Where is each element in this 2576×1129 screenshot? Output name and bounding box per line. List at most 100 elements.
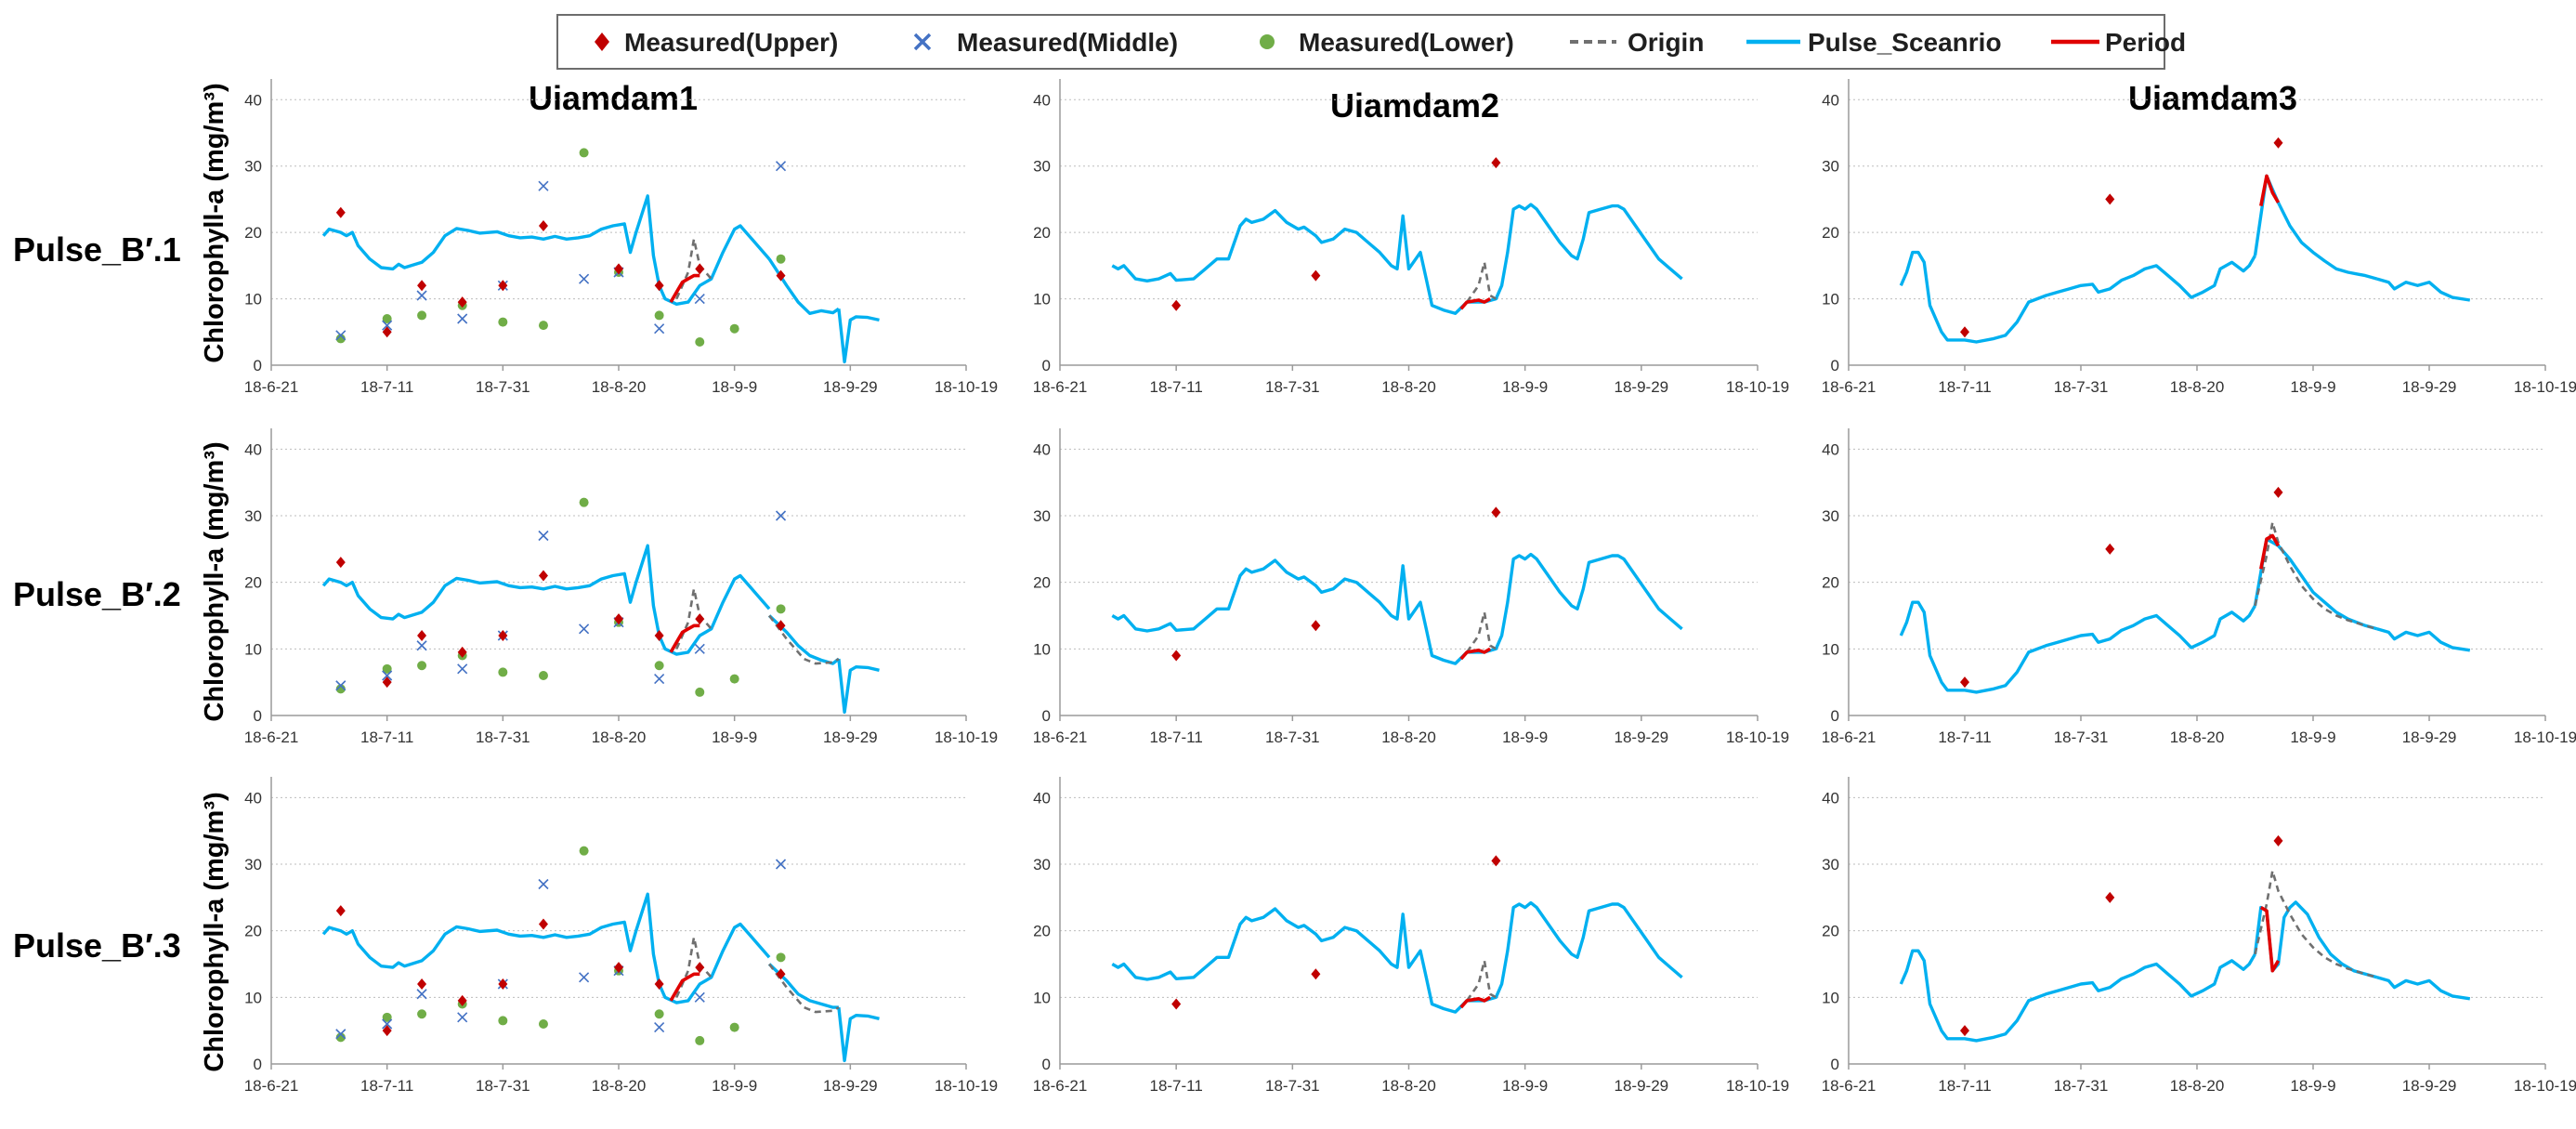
- legend-item-origin: Origin: [1570, 28, 1704, 57]
- y-tick-label: 10: [1822, 640, 1839, 658]
- pulse-scenario-line: [1899, 949, 2256, 1043]
- y-tick-label: 30: [1033, 507, 1051, 525]
- x-tick-label: 18-10-19: [935, 729, 998, 746]
- legend-item-upper: Measured(Upper): [595, 28, 838, 57]
- measured-upper-point: [382, 326, 392, 338]
- legend-label-lower: Measured(Lower): [1299, 28, 1514, 57]
- measured-upper-point: [1311, 620, 1321, 632]
- x-tick-label: 18-7-31: [1265, 729, 1320, 746]
- measured-lower-point: [498, 1016, 508, 1026]
- measured-upper-point: [1491, 506, 1501, 519]
- measured-lower-point: [538, 671, 548, 680]
- panel-uiamdam1-row-2: 0 10 20 30 40 18-6-21 18-7-11 18-7-31 18-8-20 18-…: [244, 428, 998, 746]
- y-tick-label: 40: [244, 789, 262, 807]
- cross-marker-icon: [913, 33, 932, 51]
- measured-upper-point: [457, 994, 467, 1006]
- origin-line: [675, 238, 713, 300]
- measured-lower-point: [335, 684, 346, 694]
- period-line: [669, 972, 700, 1002]
- measured-upper-point: [1960, 326, 1969, 338]
- y-tick-label: 0: [1831, 707, 1839, 725]
- column-title-uiamdam2: Uiamdam2: [1330, 86, 1499, 125]
- origin-line: [768, 963, 840, 1014]
- measured-lower-point: [579, 148, 589, 158]
- y-axis-label-row-1: Chlorophyll-a (mg/m³): [200, 83, 229, 362]
- measured-lower-point: [776, 604, 786, 614]
- pulse-scenario-line: [837, 658, 880, 715]
- y-tick-label: 10: [1033, 291, 1051, 309]
- measured-upper-point: [776, 269, 786, 282]
- y-tick-label: 20: [1822, 574, 1839, 592]
- x-tick-label: 18-9-9: [1502, 1077, 1548, 1095]
- measured-middle-point: [416, 989, 427, 1000]
- measured-middle-point: [654, 323, 665, 335]
- x-tick-label: 18-7-11: [1938, 1077, 1991, 1095]
- dot-marker-icon: [1260, 34, 1275, 49]
- origin-line: [768, 614, 840, 665]
- measured-middle-point: [654, 674, 665, 685]
- origin-line: [675, 936, 713, 998]
- x-tick-label: 18-9-9: [712, 729, 757, 746]
- measured-middle-point: [457, 663, 468, 675]
- x-tick-label: 18-9-9: [712, 378, 757, 396]
- panel-uiamdam1-row-3: 0 10 20 30 40 18-6-21 18-7-11 18-7-31 18-8-20 18-…: [244, 777, 998, 1095]
- measured-lower-point: [729, 674, 739, 684]
- y-tick-label: 30: [1822, 507, 1839, 525]
- panel-uiamdam3-row-3: 0 10 20 30 40 18-6-21 18-7-11 18-7-31 18-8-20 18-…: [1822, 777, 2576, 1095]
- x-tick-label: 18-6-21: [244, 1077, 299, 1095]
- y-tick-label: 0: [1042, 707, 1051, 725]
- y-tick-label: 10: [1033, 989, 1051, 1006]
- x-tick-label: 18-9-9: [2290, 378, 2335, 396]
- measured-upper-point: [498, 978, 508, 990]
- measured-lower-point: [382, 314, 392, 323]
- measured-middle-point: [335, 1029, 347, 1040]
- y-tick-label: 0: [1831, 1056, 1839, 1073]
- measured-upper-point: [457, 646, 467, 658]
- x-tick-label: 18-8-20: [592, 729, 647, 746]
- legend-label-period: Period: [2105, 28, 2186, 57]
- period-line: [1459, 647, 1492, 661]
- measured-upper-point: [457, 296, 467, 309]
- measured-upper-point: [654, 280, 664, 292]
- measured-middle-point: [335, 330, 347, 341]
- y-tick-label: 20: [244, 574, 262, 592]
- legend-item-middle: Measured(Middle): [913, 28, 1178, 57]
- measured-upper-point: [614, 962, 623, 974]
- x-tick-label: 18-6-21: [1822, 378, 1876, 396]
- measured-upper-point: [654, 978, 664, 990]
- x-tick-label: 18-7-11: [1149, 378, 1202, 396]
- measured-upper-point: [695, 962, 705, 974]
- x-tick-label: 18-6-21: [1822, 1077, 1876, 1095]
- x-tick-label: 18-9-9: [1502, 378, 1548, 396]
- measured-upper-point: [2105, 891, 2115, 903]
- x-tick-label: 18-7-11: [1149, 729, 1202, 746]
- y-tick-label: 20: [1033, 923, 1051, 940]
- y-tick-label: 30: [244, 507, 262, 525]
- legend-item-pulse: Pulse_Sceanrio: [1746, 28, 2002, 57]
- origin-line: [1466, 261, 1497, 303]
- x-tick-label: 18-9-9: [2290, 1077, 2335, 1095]
- figure-labels: Uiamdam1 Uiamdam2 Uiamdam3 Pulse_B′.1 Pu…: [13, 79, 2297, 1072]
- measured-upper-point: [417, 280, 427, 292]
- measured-upper-point: [614, 263, 623, 275]
- panel-uiamdam3-row-1: 0 10 20 30 40 18-6-21 18-7-11 18-7-31 18-8-20 18-…: [1822, 79, 2576, 396]
- x-tick-label: 18-9-29: [2402, 1077, 2457, 1095]
- pulse-scenario-line: [2376, 277, 2471, 302]
- origin-line: [1466, 959, 1497, 1002]
- measured-upper-point: [614, 613, 623, 625]
- measured-middle-point: [335, 680, 347, 691]
- measured-lower-point: [654, 661, 664, 671]
- x-tick-label: 18-9-9: [1502, 729, 1548, 746]
- x-tick-label: 18-7-31: [2054, 378, 2109, 396]
- y-tick-label: 30: [1033, 158, 1051, 176]
- y-tick-label: 10: [1822, 291, 1839, 309]
- measured-middle-point: [694, 991, 705, 1003]
- measured-lower-point: [776, 254, 786, 264]
- y-tick-label: 20: [1033, 574, 1051, 592]
- measured-middle-point: [538, 878, 549, 890]
- y-tick-label: 40: [1822, 91, 1839, 109]
- measured-lower-point: [729, 323, 739, 334]
- measured-middle-point: [538, 530, 549, 542]
- measured-lower-point: [417, 1009, 427, 1019]
- x-tick-label: 18-6-21: [1033, 1077, 1088, 1095]
